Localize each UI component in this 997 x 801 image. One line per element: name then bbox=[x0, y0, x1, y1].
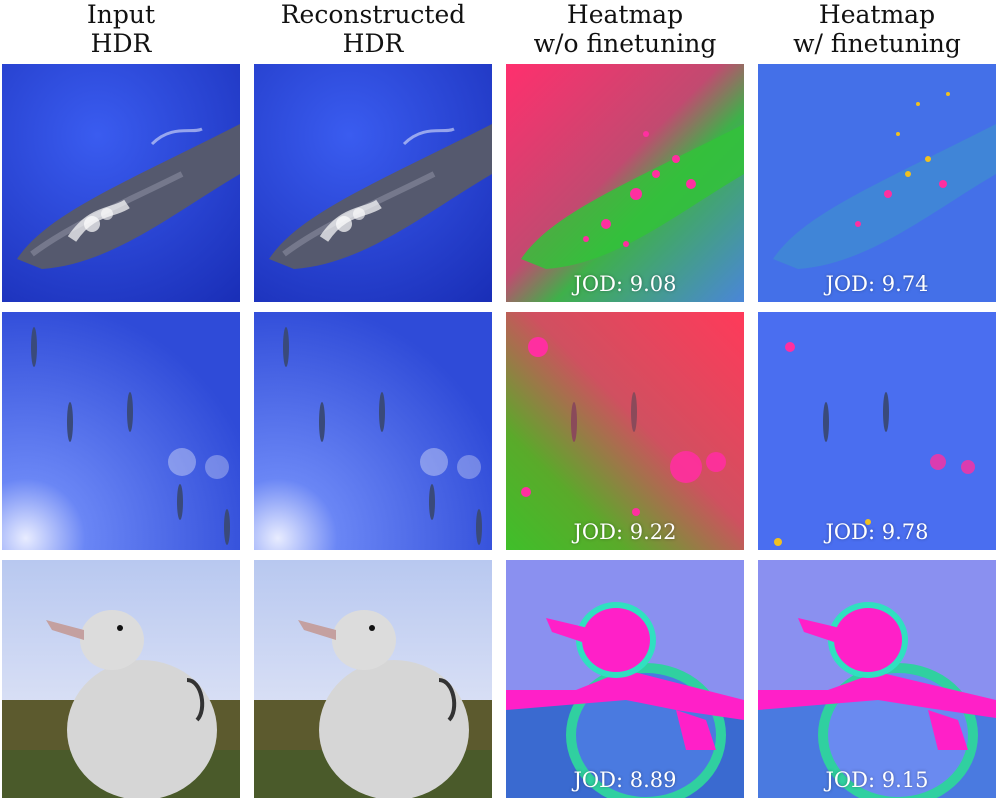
image-bird-reconstructed bbox=[254, 560, 492, 798]
image-whale-input bbox=[2, 64, 240, 302]
column-header-input: Input HDR bbox=[2, 0, 240, 62]
column-header-reconstructed: Reconstructed HDR bbox=[254, 0, 492, 62]
image-dolphins-reconstructed bbox=[254, 312, 492, 550]
column-header-heatmap-w: Heatmap w/ finetuning bbox=[758, 0, 996, 62]
jod-score: JOD: 9.22 bbox=[573, 520, 677, 544]
column-header-line1: Reconstructed bbox=[280, 0, 466, 29]
image-dolphins-input bbox=[2, 312, 240, 550]
jod-score: JOD: 9.78 bbox=[825, 520, 929, 544]
heatmap-whale-wo-finetuning: JOD: 9.08 bbox=[506, 64, 744, 302]
jod-score: JOD: 9.15 bbox=[825, 768, 929, 792]
jod-score: JOD: 9.08 bbox=[573, 272, 677, 296]
column-header-line1: Heatmap bbox=[566, 0, 684, 29]
heatmap-whale-w-finetuning: JOD: 9.74 bbox=[758, 64, 996, 302]
column-header-line2: w/o finetuning bbox=[533, 29, 717, 58]
image-bird-input bbox=[2, 560, 240, 798]
heatmap-bird-w-finetuning: JOD: 9.15 bbox=[758, 560, 996, 798]
jod-score: JOD: 9.74 bbox=[825, 272, 929, 296]
heatmap-bird-wo-finetuning: JOD: 8.89 bbox=[506, 560, 744, 798]
heatmap-dolphins-wo-finetuning: JOD: 9.22 bbox=[506, 312, 744, 550]
heatmap-dolphins-w-finetuning: JOD: 9.78 bbox=[758, 312, 996, 550]
column-header-line2: HDR bbox=[90, 29, 152, 58]
column-header-line2: w/ finetuning bbox=[793, 29, 961, 58]
jod-score: JOD: 8.89 bbox=[573, 768, 677, 792]
column-header-line2: HDR bbox=[342, 29, 404, 58]
column-header-line1: Heatmap bbox=[818, 0, 936, 29]
image-whale-reconstructed bbox=[254, 64, 492, 302]
column-header-heatmap-wo: Heatmap w/o finetuning bbox=[506, 0, 744, 62]
column-header-line1: Input bbox=[86, 0, 156, 29]
